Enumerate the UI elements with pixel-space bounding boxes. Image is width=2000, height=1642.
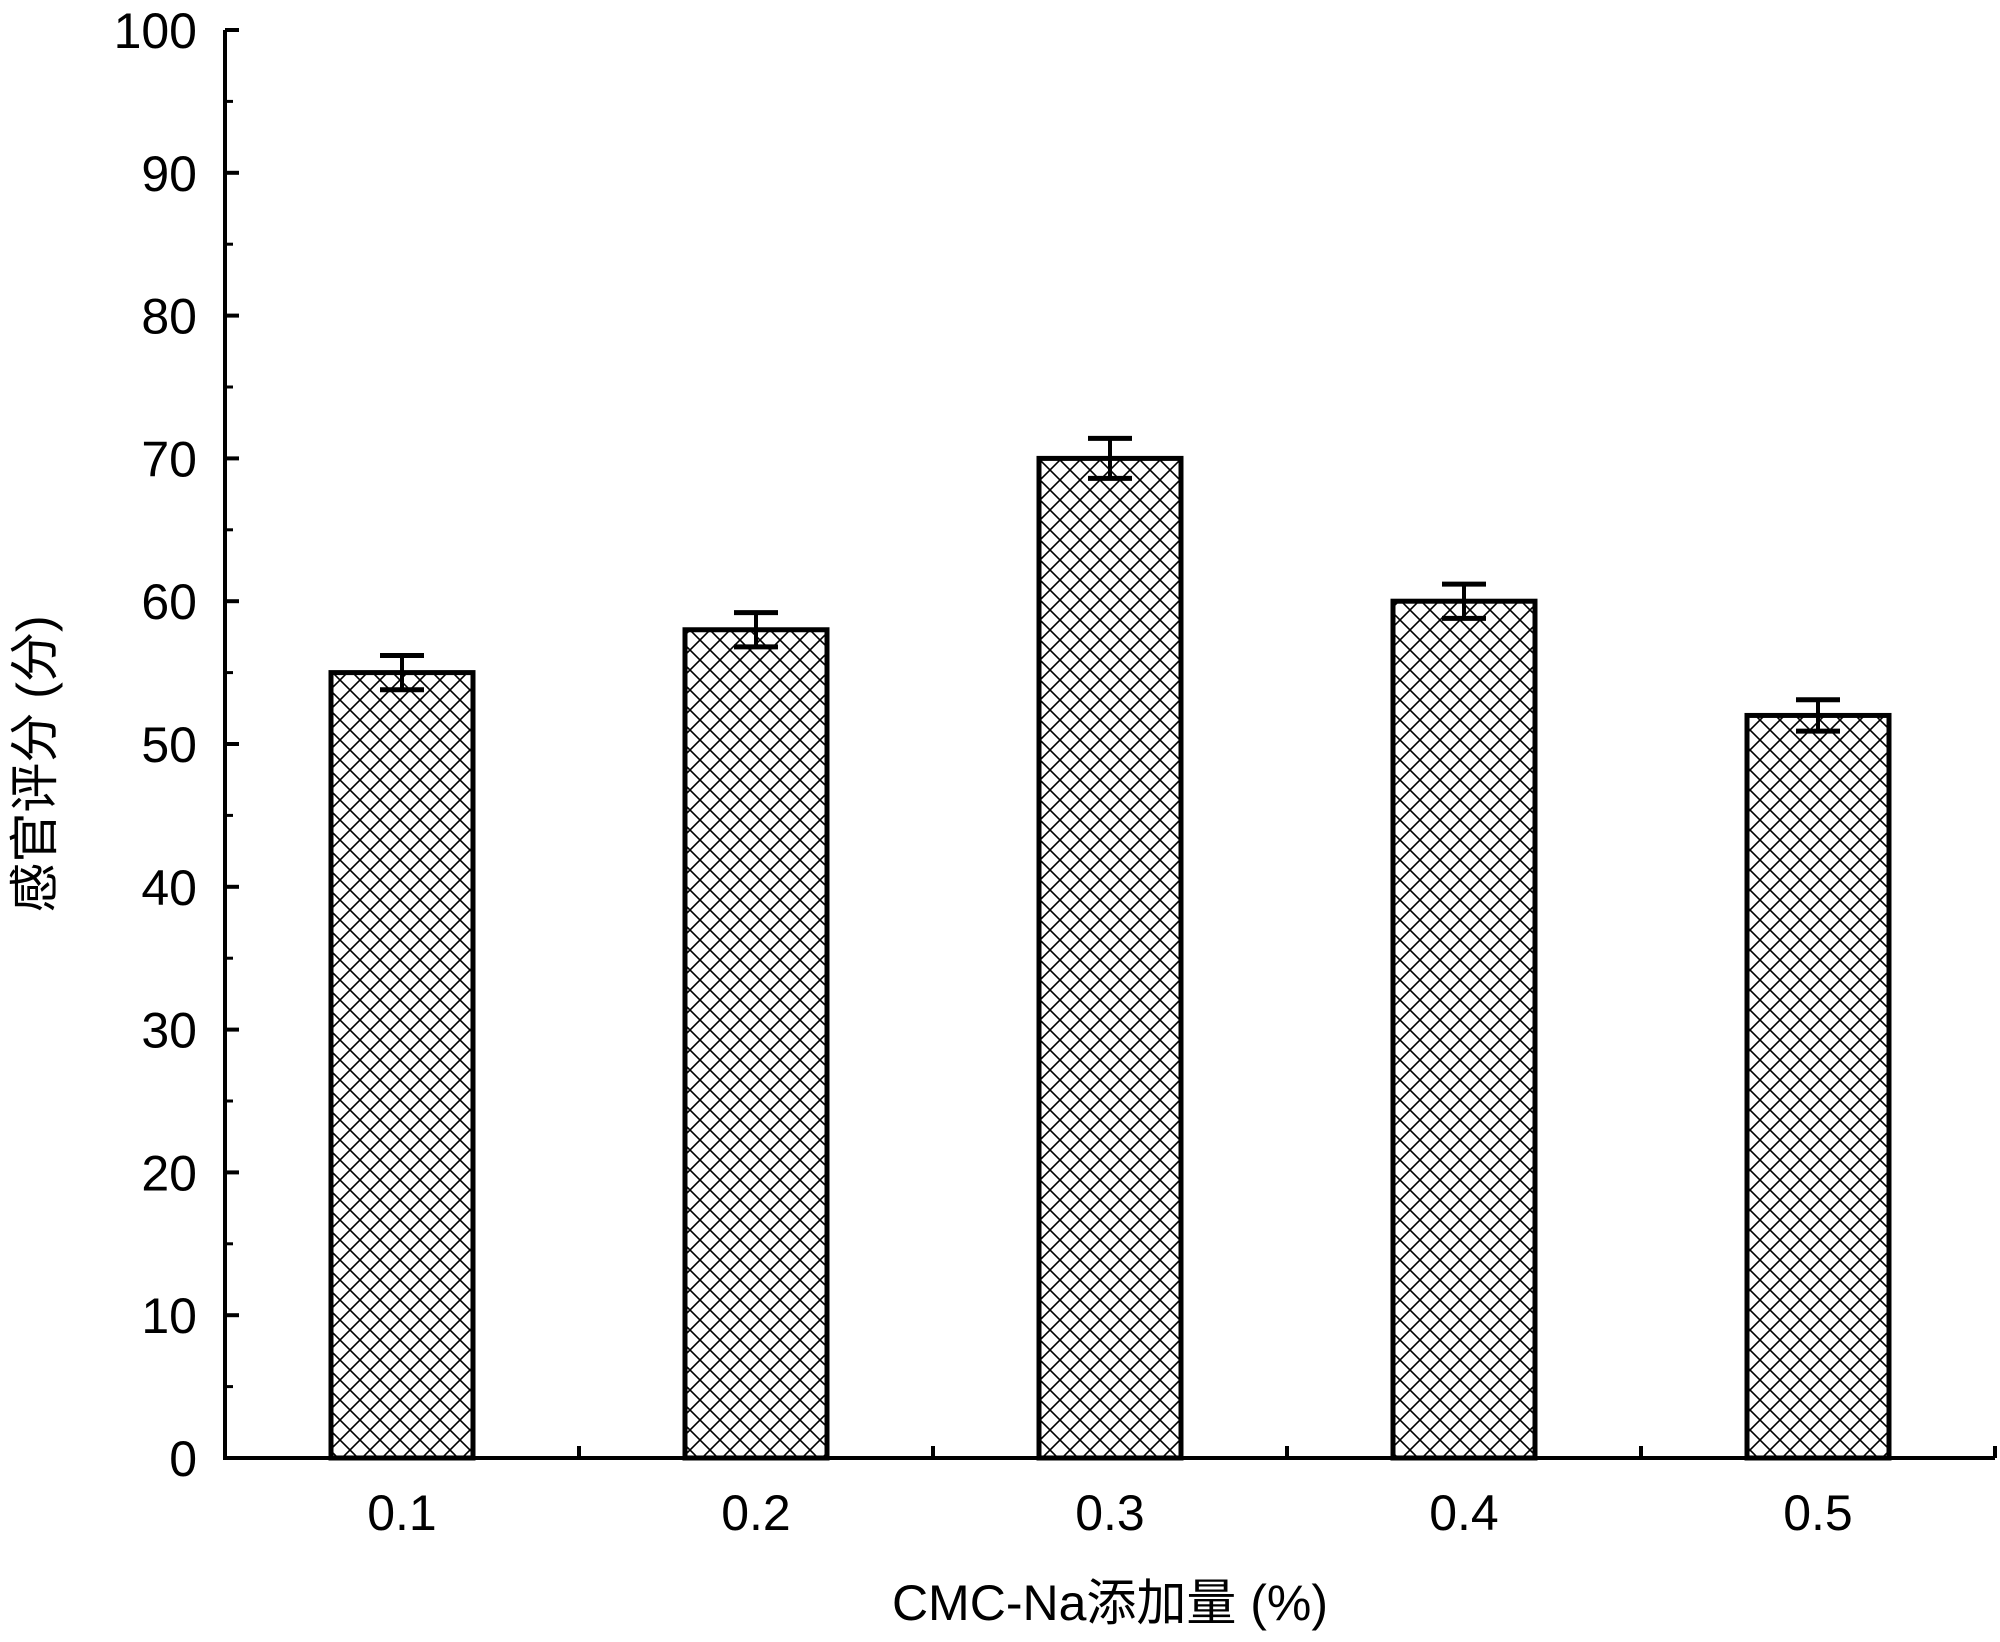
x-tick-label: 0.3 — [1075, 1485, 1145, 1541]
y-tick-label: 70 — [141, 431, 197, 487]
x-tick-label: 0.2 — [721, 1485, 791, 1541]
bar-0.1 — [328, 670, 476, 1461]
bar-0.3 — [1036, 455, 1184, 1461]
bars-group — [328, 455, 1892, 1461]
y-tick-label: 0 — [169, 1431, 197, 1487]
error-bar-0.4 — [1442, 581, 1486, 621]
y-tick-label: 10 — [141, 1288, 197, 1344]
y-tick-label: 90 — [141, 146, 197, 202]
y-tick-label: 50 — [141, 717, 197, 773]
x-tick-label: 0.1 — [367, 1485, 437, 1541]
x-tick-label: 0.4 — [1429, 1485, 1499, 1541]
bar-0.4 — [1390, 598, 1538, 1461]
x-ticks-group: 0.1 0.2 0.3 0.4 0.5 — [367, 1446, 1997, 1541]
y-tick-label: 40 — [141, 860, 197, 916]
y-tick-label: 100 — [114, 3, 197, 59]
y-tick-label: 20 — [141, 1145, 197, 1201]
x-axis-title: CMC-Na添加量 (%) — [892, 1575, 1328, 1631]
x-tick-label: 0.5 — [1783, 1485, 1853, 1541]
error-bar-0.5 — [1796, 697, 1840, 734]
y-tick-label: 80 — [141, 289, 197, 345]
error-bar-0.1 — [380, 652, 424, 693]
bar-0.2 — [682, 627, 830, 1461]
y-ticks-group: 0 10 20 30 40 50 60 70 80 90 100 — [114, 3, 239, 1487]
error-bar-0.2 — [734, 610, 778, 650]
error-bars-group — [380, 435, 1840, 734]
y-axis-title: 感官评分 (分) — [7, 615, 63, 912]
bar-0.5 — [1744, 712, 1892, 1461]
y-tick-label: 60 — [141, 574, 197, 630]
error-bar-0.3 — [1088, 435, 1132, 481]
y-tick-label: 30 — [141, 1003, 197, 1059]
